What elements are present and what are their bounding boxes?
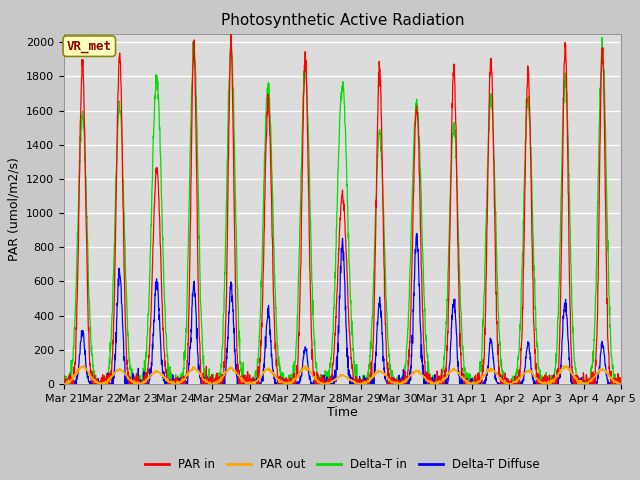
Title: Photosynthetic Active Radiation: Photosynthetic Active Radiation xyxy=(221,13,464,28)
Text: VR_met: VR_met xyxy=(67,40,112,53)
Legend: PAR in, PAR out, Delta-T in, Delta-T Diffuse: PAR in, PAR out, Delta-T in, Delta-T Dif… xyxy=(140,454,545,476)
Y-axis label: PAR (umol/m2/s): PAR (umol/m2/s) xyxy=(8,157,20,261)
X-axis label: Time: Time xyxy=(327,407,358,420)
